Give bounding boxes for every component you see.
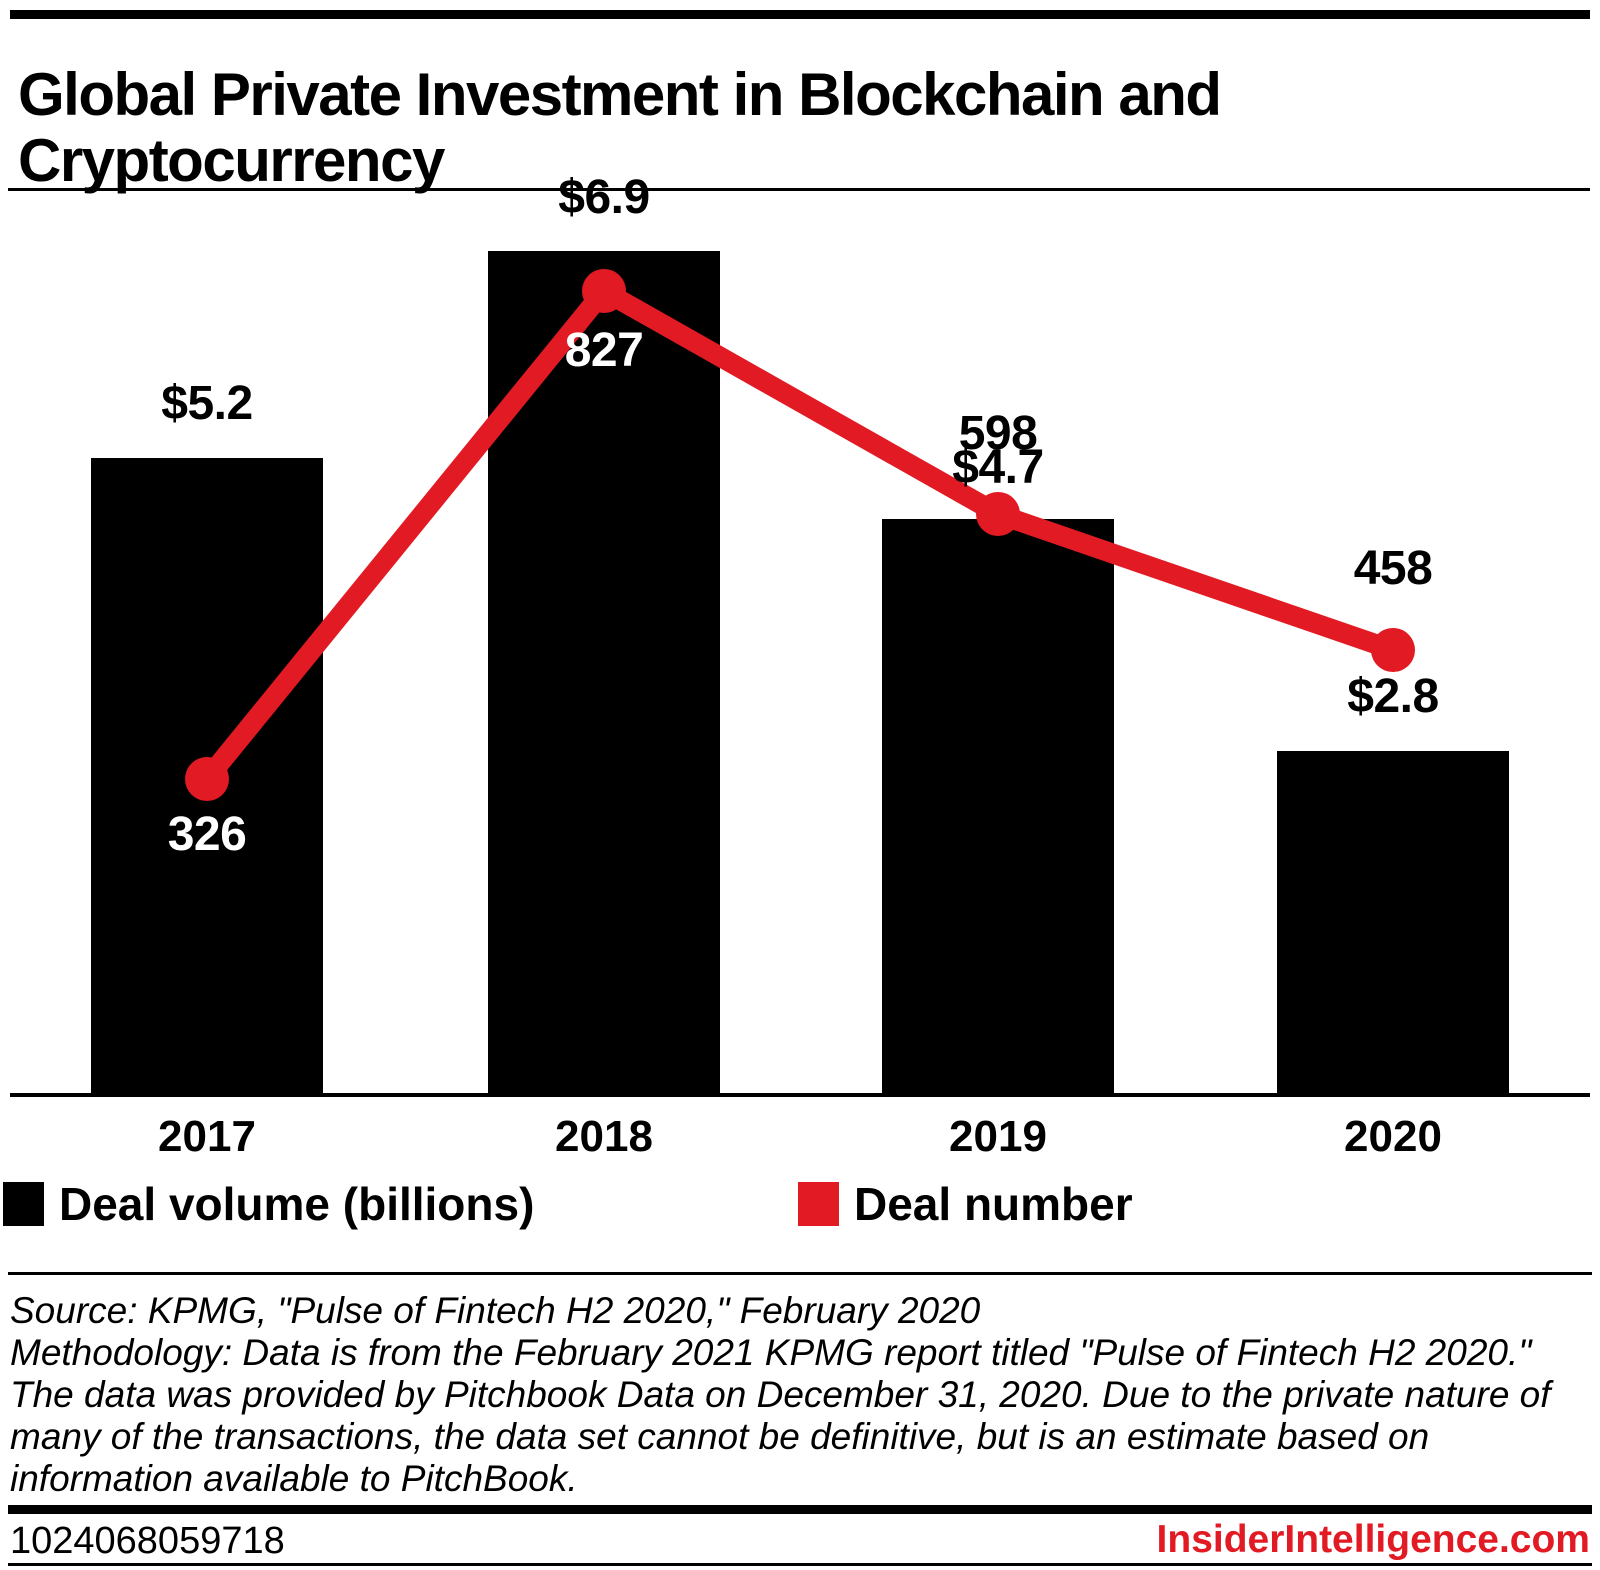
chart-title: Global Private Investment in Blockchain … — [18, 61, 1222, 195]
title-divider — [8, 188, 1590, 191]
deal-number-label-2017: 326 — [167, 808, 247, 861]
top-accent-bar — [10, 10, 1590, 19]
chart-area: $5.2 326 $6.9 827 $4.7 598 $2.8 458 — [0, 171, 1600, 1097]
legend-item-deal-number: Deal number — [798, 1178, 1133, 1230]
chart-id: 1024068059718 — [10, 1520, 285, 1562]
source-methodology: Source: KPMG, "Pulse of Fintech H2 2020,… — [10, 1290, 1576, 1500]
deal-volume-label-2018: $6.9 — [558, 171, 650, 224]
source-divider — [8, 1272, 1592, 1275]
data-point-2020 — [1371, 628, 1415, 672]
deal-number-label-2018: 827 — [564, 324, 644, 377]
x-axis-label-2018: 2018 — [555, 1112, 653, 1161]
deal-volume-label-2017: $5.2 — [161, 377, 253, 430]
deal-number-label-2019: 598 — [958, 407, 1038, 460]
legend-label-deal-number: Deal number — [854, 1178, 1133, 1230]
deal-volume-swatch-icon — [3, 1182, 44, 1226]
legend-label-deal-volume: Deal volume (billions) — [59, 1178, 535, 1230]
bar-2019 — [882, 519, 1114, 1097]
footer-divider-bar — [8, 1505, 1592, 1514]
legend-item-deal-volume: Deal volume (billions) — [3, 1178, 535, 1230]
deal-volume-label-2020: $2.8 — [1347, 670, 1439, 723]
x-axis-labels: 2017 2018 2019 2020 — [0, 1112, 1600, 1162]
deal-number-label-2020: 458 — [1353, 542, 1433, 595]
brand-link[interactable]: InsiderIntelligence.com — [1156, 1518, 1590, 1561]
deal-number-swatch-icon — [798, 1182, 839, 1226]
x-axis-label-2019: 2019 — [949, 1112, 1047, 1161]
bar-2017 — [91, 458, 323, 1097]
x-axis-line — [10, 1093, 1590, 1097]
x-axis-label-2020: 2020 — [1344, 1112, 1442, 1161]
legend: Deal volume (billions) Deal number — [0, 1178, 1600, 1230]
x-axis-label-2017: 2017 — [158, 1112, 256, 1161]
bar-2020 — [1277, 751, 1509, 1097]
source-line: Source: KPMG, "Pulse of Fintech H2 2020,… — [10, 1290, 981, 1331]
bottom-border-line — [8, 1563, 1592, 1566]
methodology-line: Methodology: Data is from the February 2… — [10, 1332, 1551, 1499]
